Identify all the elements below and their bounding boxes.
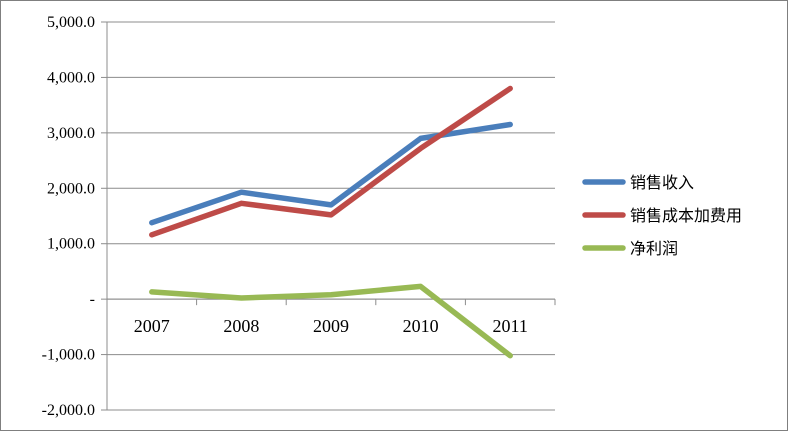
x-tick-label: 2008 — [223, 316, 259, 336]
series-line — [149, 283, 513, 359]
gridlines — [107, 21, 555, 411]
y-tick-label: 3,000.0 — [47, 125, 95, 142]
y-tick-label: 4,000.0 — [47, 69, 95, 86]
y-tick-label: -2,000.0 — [42, 402, 95, 419]
y-tick-labels: -2,000.0-1,000.0-1,000.02,000.03,000.04,… — [42, 14, 95, 419]
series-line — [149, 85, 513, 238]
y-tick-label: -1,000.0 — [42, 347, 95, 364]
y-tick-label: 5,000.0 — [47, 14, 95, 31]
legend-label: 销售收入 — [630, 173, 694, 192]
legend-label: 净利润 — [630, 239, 678, 258]
series-line — [149, 121, 513, 226]
axes — [101, 21, 556, 411]
y-tick-label: 1,000.0 — [47, 236, 95, 253]
x-tick-label: 2011 — [493, 316, 528, 336]
x-tick-label: 2007 — [134, 316, 170, 336]
x-tick-label: 2009 — [313, 316, 349, 336]
x-tick-label: 2010 — [403, 316, 439, 336]
legend-label: 销售成本加费用 — [630, 206, 742, 225]
y-tick-label: - — [90, 291, 95, 308]
x-tick-labels: 2007 2008 2009 2010 2011 — [134, 316, 528, 336]
series-lines — [149, 85, 513, 359]
y-tick-label: 2,000.0 — [47, 180, 95, 197]
